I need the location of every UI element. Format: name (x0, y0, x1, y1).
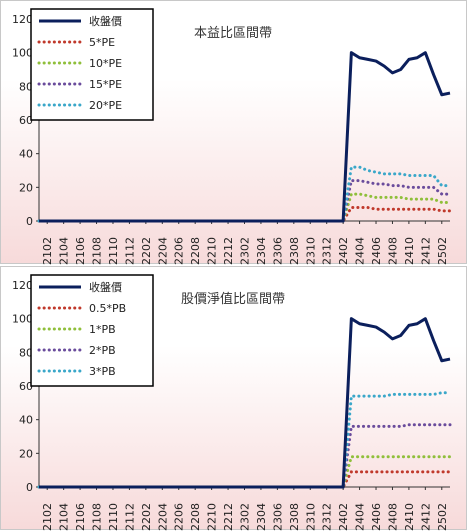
pb-x-tick-label: 2306 (271, 503, 284, 531)
pb-legend (30, 274, 154, 387)
pb-x-tick-label: 2102 (41, 503, 54, 531)
pb-y-tick-label: 100 (12, 313, 33, 326)
pe-x-tick-label: 2502 (436, 237, 449, 265)
pe-y-tick-label: 60 (19, 114, 33, 127)
pb-legend-label-2: 1*PB (89, 323, 116, 336)
pb-x-tick-label: 2310 (304, 503, 317, 531)
pb-y-tick-label: 20 (19, 447, 33, 460)
pe-x-tick-label: 2304 (255, 237, 268, 265)
pe-series-line-2 (37, 192, 452, 223)
pb-x-tick-label: 2206 (173, 503, 186, 531)
pb-series-line-0 (39, 317, 451, 489)
pb-y-tick-label: 60 (19, 380, 33, 393)
pb-series-line-1 (37, 470, 452, 489)
pe-y-tick-label: 20 (19, 181, 33, 194)
pe-band-chart: 0 20 40 60 80 100 120 2102 2104 2106 2108 2110 2112 2… (0, 0, 467, 265)
pb-x-tick-label: 2112 (123, 503, 136, 531)
pe-legend-label-2: 10*PE (89, 57, 122, 70)
pe-x-tick-label: 2212 (222, 237, 235, 265)
pb-x-tick-label: 2108 (91, 503, 104, 531)
pb-x-tick-label: 2302 (239, 503, 252, 531)
pe-series-line-4 (37, 165, 452, 223)
pe-y-tick-label: 0 (26, 215, 33, 228)
pe-y-tick-label: 80 (19, 80, 33, 93)
pb-y-tick-label: 40 (19, 414, 33, 427)
pe-x-tick-label: 2112 (123, 237, 136, 265)
pb-legend-label-3: 2*PB (89, 344, 116, 357)
pe-x-tick-label: 2312 (321, 237, 334, 265)
pb-band-chart: 0 20 40 60 80 100 120 2102 2104 2106 2108 2110 2112 2… (0, 266, 467, 531)
pe-x-tick-label: 2408 (386, 237, 399, 265)
pe-x-tick-label: 2210 (206, 237, 219, 265)
pb-legend-label-0: 收盤價 (89, 280, 122, 294)
pb-y-tick-label: 0 (26, 481, 33, 494)
pe-y-tick-label: 40 (19, 148, 33, 161)
pb-x-tick-label: 2308 (288, 503, 301, 531)
pe-x-tick-label: 2404 (354, 237, 367, 265)
pb-x-tick-label: 2412 (419, 503, 432, 531)
pe-x-tick-label: 2310 (304, 237, 317, 265)
pe-x-tick-label: 2104 (58, 237, 71, 265)
pb-x-tick-label: 2312 (321, 503, 334, 531)
pe-legend (30, 8, 154, 121)
pe-y-tick-label: 100 (12, 47, 33, 60)
pb-x-tick-label: 2404 (354, 503, 367, 531)
pb-y-tick-label: 80 (19, 346, 33, 359)
pe-x-tick-label: 2204 (156, 237, 169, 265)
pe-x-tick-label: 2302 (239, 237, 252, 265)
pe-x-tick-label: 2102 (41, 237, 54, 265)
pe-x-tick-label: 2106 (74, 237, 87, 265)
pe-band-chart-svg: 0 20 40 60 80 100 120 2102 2104 2106 2108 2110 2112 2… (12, 8, 452, 265)
pb-title: 股價淨值比區間帶 (181, 291, 285, 307)
pe-x-tick-label: 2406 (370, 237, 383, 265)
pe-legend-label-3: 15*PE (89, 78, 122, 91)
pb-x-tick-label: 2204 (156, 503, 169, 531)
pe-x-tick-label: 2410 (403, 237, 416, 265)
pe-x-tick-label: 2202 (140, 237, 153, 265)
pe-series-line-0 (39, 51, 451, 223)
pb-x-tick-label: 2106 (74, 503, 87, 531)
pe-series-line-1 (37, 206, 452, 223)
pb-y-tick-label: 120 (12, 279, 33, 292)
pb-x-tick-label: 2406 (370, 503, 383, 531)
pe-x-tick-label: 2110 (107, 237, 120, 265)
pe-legend-label-0: 收盤價 (89, 14, 122, 28)
pb-x-tick-label: 2402 (337, 503, 350, 531)
pe-series-line-3 (37, 179, 452, 223)
pb-x-tick-label: 2104 (58, 503, 71, 531)
pb-x-tick-label: 2304 (255, 503, 268, 531)
pe-x-tick-label: 2108 (91, 237, 104, 265)
pe-x-tick-label: 2402 (337, 237, 350, 265)
pb-x-tick-label: 2202 (140, 503, 153, 531)
pb-series-line-4 (37, 391, 452, 489)
pb-x-tick-label: 2408 (386, 503, 399, 531)
pb-x-tick-label: 2410 (403, 503, 416, 531)
pb-x-tick-label: 2502 (436, 503, 449, 531)
pe-title: 本益比區間帶 (194, 26, 272, 41)
pe-x-tick-label: 2308 (288, 237, 301, 265)
pb-legend-label-1: 0.5*PB (89, 302, 126, 315)
pe-x-tick-label: 2306 (271, 237, 284, 265)
pb-x-tick-label: 2110 (107, 503, 120, 531)
pb-x-tick-label: 2212 (222, 503, 235, 531)
pe-x-tick-label: 2206 (173, 237, 186, 265)
pb-legend-label-4: 3*PB (89, 365, 116, 378)
pb-x-tick-label: 2208 (189, 503, 202, 531)
pe-legend-label-1: 5*PE (89, 36, 115, 49)
pb-band-chart-svg: 0 20 40 60 80 100 120 2102 2104 2106 2108 2110 2112 2… (12, 274, 452, 531)
pe-x-tick-label: 2208 (189, 237, 202, 265)
pe-legend-label-4: 20*PE (89, 99, 122, 112)
pe-y-tick-label: 120 (12, 13, 33, 26)
pb-x-tick-label: 2210 (206, 503, 219, 531)
pe-x-tick-label: 2412 (419, 237, 432, 265)
